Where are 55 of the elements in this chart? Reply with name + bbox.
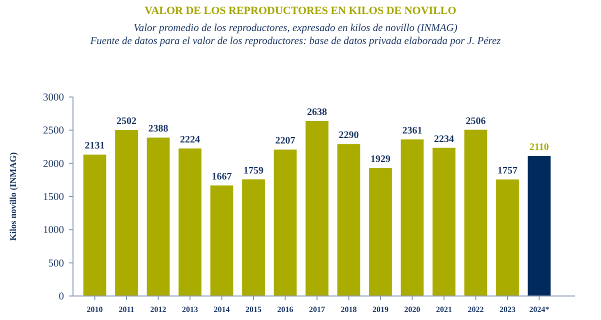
x-tick-label: 2018: [340, 305, 357, 314]
y-tick-label: 3000: [43, 92, 64, 104]
x-tick-label: 2013: [182, 305, 198, 314]
bar: [146, 138, 170, 296]
bar: [115, 130, 138, 296]
x-tick-label: 2023: [499, 305, 516, 314]
y-tick-label: 0: [58, 292, 64, 302]
x-tick-label: 2022: [468, 305, 484, 314]
x-tick-label: 2012: [150, 305, 166, 314]
bar: [83, 154, 106, 296]
data-label: 2110: [529, 142, 549, 154]
bar: [306, 121, 328, 296]
data-label: 2234: [434, 134, 454, 145]
y-tick-label: 2500: [43, 126, 64, 137]
chart-title: VALOR DE LOS REPRODUCTORES EN KILOS DE NOVILLO: [144, 5, 457, 17]
x-tick-label: 2016: [277, 305, 294, 314]
bar: [210, 185, 234, 296]
data-label: 2388: [148, 124, 168, 135]
x-tick-label: 2014: [214, 305, 230, 314]
data-label: 1667: [212, 171, 232, 182]
y-tick-label: 2000: [43, 158, 64, 170]
bar: [400, 139, 424, 296]
bar: [274, 150, 297, 296]
x-tick-label: 2019: [372, 305, 388, 314]
y-tick-label: 1500: [43, 192, 64, 203]
data-label: 2290: [338, 130, 359, 142]
data-label: 2131: [84, 140, 105, 152]
bar: [496, 179, 519, 296]
data-label: 1757: [497, 165, 518, 176]
data-label: 2224: [180, 134, 200, 146]
data-label: 2506: [466, 116, 486, 127]
data-label: 2361: [402, 125, 422, 136]
data-label: 2207: [275, 136, 296, 147]
bar: [464, 130, 488, 296]
bar: [242, 179, 265, 296]
chart-subtitle: Valor promedio de los reproductores, expresado en kilos de novillo (INMAG) Fuente de datos para el valor de los reproductores: base de datos privada elaborada por J. Pérez: [89, 23, 501, 47]
x-tick-label: 2021: [436, 305, 452, 314]
y-axis-title: Kilos novillo (INMAG): [8, 152, 18, 241]
bar: [337, 144, 360, 296]
bar: [528, 156, 551, 296]
bar: [178, 148, 202, 296]
y-tick-label: 1000: [43, 225, 64, 236]
x-tick-label: 2017: [309, 305, 325, 314]
data-label: 1929: [370, 154, 390, 166]
data-label: 1759: [244, 165, 264, 176]
x-tick-label: 2015: [246, 305, 262, 314]
data-label: 2638: [307, 107, 327, 118]
bar: [432, 148, 456, 296]
bar: [369, 168, 392, 296]
x-tick-label: 2010: [86, 305, 103, 314]
x-tick-label: 2020: [404, 305, 420, 314]
x-tick-label: 2011: [118, 305, 134, 314]
data-label: 2502: [116, 116, 137, 128]
x-tick-label: 2024*: [529, 305, 550, 314]
y-tick-label: 500: [48, 258, 64, 270]
